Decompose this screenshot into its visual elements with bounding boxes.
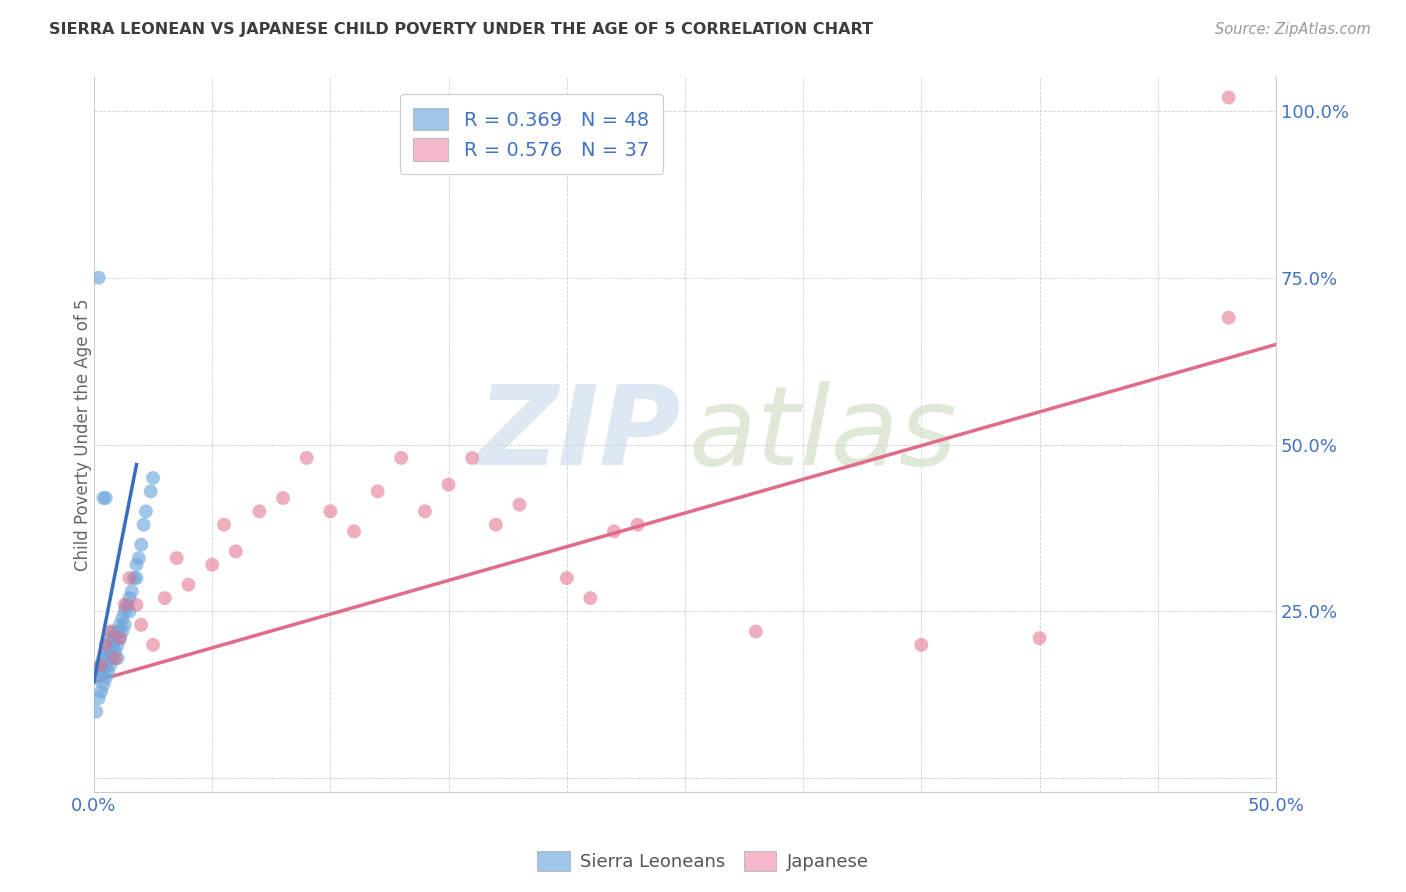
Point bbox=[1218, 90, 1240, 104]
Point bbox=[603, 524, 626, 539]
Point bbox=[93, 491, 115, 505]
Point bbox=[94, 638, 117, 652]
Point bbox=[118, 604, 141, 618]
Point bbox=[177, 578, 200, 592]
Point bbox=[108, 631, 131, 645]
Point bbox=[128, 551, 150, 566]
Point bbox=[107, 624, 129, 639]
Point bbox=[485, 517, 508, 532]
Point bbox=[107, 651, 129, 665]
Point bbox=[111, 624, 134, 639]
Point bbox=[212, 517, 235, 532]
Point bbox=[94, 671, 117, 685]
Point bbox=[104, 631, 127, 645]
Point bbox=[142, 638, 165, 652]
Point bbox=[100, 624, 122, 639]
Point bbox=[100, 644, 122, 658]
Point bbox=[100, 631, 122, 645]
Text: SIERRA LEONEAN VS JAPANESE CHILD POVERTY UNDER THE AGE OF 5 CORRELATION CHART: SIERRA LEONEAN VS JAPANESE CHILD POVERTY… bbox=[49, 22, 873, 37]
Point bbox=[93, 665, 115, 679]
Point bbox=[508, 498, 530, 512]
Point bbox=[413, 504, 436, 518]
Point bbox=[90, 684, 112, 698]
Point bbox=[125, 571, 148, 585]
Point bbox=[166, 551, 188, 566]
Point bbox=[84, 705, 107, 719]
Text: atlas: atlas bbox=[689, 381, 957, 488]
Point bbox=[555, 571, 578, 585]
Point bbox=[104, 644, 127, 658]
Point bbox=[115, 598, 138, 612]
Y-axis label: Child Poverty Under the Age of 5: Child Poverty Under the Age of 5 bbox=[75, 298, 91, 571]
Point bbox=[745, 624, 768, 639]
Point bbox=[118, 571, 141, 585]
Point bbox=[97, 638, 120, 652]
Point bbox=[139, 484, 162, 499]
Point bbox=[108, 631, 131, 645]
Point bbox=[97, 665, 120, 679]
Point bbox=[125, 598, 148, 612]
Point bbox=[319, 504, 342, 518]
Point bbox=[100, 657, 122, 672]
Point bbox=[579, 591, 602, 606]
Point bbox=[201, 558, 224, 572]
Point bbox=[114, 604, 136, 618]
Point bbox=[114, 598, 136, 612]
Point bbox=[90, 657, 112, 672]
Point bbox=[129, 538, 152, 552]
Point bbox=[627, 517, 650, 532]
Point bbox=[142, 471, 165, 485]
Point bbox=[1028, 631, 1050, 645]
Point bbox=[108, 617, 131, 632]
Point bbox=[94, 491, 117, 505]
Point bbox=[97, 651, 120, 665]
Point bbox=[122, 571, 145, 585]
Point bbox=[461, 450, 484, 465]
Point bbox=[249, 504, 271, 518]
Point bbox=[135, 504, 157, 518]
Point bbox=[87, 691, 110, 706]
Point bbox=[114, 617, 136, 632]
Point bbox=[118, 591, 141, 606]
Point bbox=[87, 665, 110, 679]
Point bbox=[153, 591, 176, 606]
Point bbox=[93, 651, 115, 665]
Point bbox=[295, 450, 318, 465]
Point bbox=[1218, 310, 1240, 325]
Legend: R = 0.369   N = 48, R = 0.576   N = 37: R = 0.369 N = 48, R = 0.576 N = 37 bbox=[399, 95, 662, 174]
Point bbox=[271, 491, 294, 505]
Point bbox=[87, 270, 110, 285]
Point bbox=[389, 450, 412, 465]
Point bbox=[101, 638, 124, 652]
Point bbox=[910, 638, 932, 652]
Point bbox=[129, 617, 152, 632]
Point bbox=[101, 651, 124, 665]
Point bbox=[90, 657, 112, 672]
Point bbox=[107, 638, 129, 652]
Text: ZIP: ZIP bbox=[478, 381, 682, 488]
Legend: Sierra Leoneans, Japanese: Sierra Leoneans, Japanese bbox=[530, 844, 876, 879]
Text: Source: ZipAtlas.com: Source: ZipAtlas.com bbox=[1215, 22, 1371, 37]
Point bbox=[437, 477, 460, 491]
Point bbox=[84, 671, 107, 685]
Point bbox=[121, 584, 143, 599]
Point bbox=[94, 644, 117, 658]
Point bbox=[94, 657, 117, 672]
Point bbox=[343, 524, 366, 539]
Point bbox=[367, 484, 389, 499]
Point bbox=[111, 611, 134, 625]
Point bbox=[104, 651, 127, 665]
Point bbox=[225, 544, 247, 558]
Point bbox=[93, 678, 115, 692]
Point bbox=[101, 624, 124, 639]
Point bbox=[125, 558, 148, 572]
Point bbox=[132, 517, 155, 532]
